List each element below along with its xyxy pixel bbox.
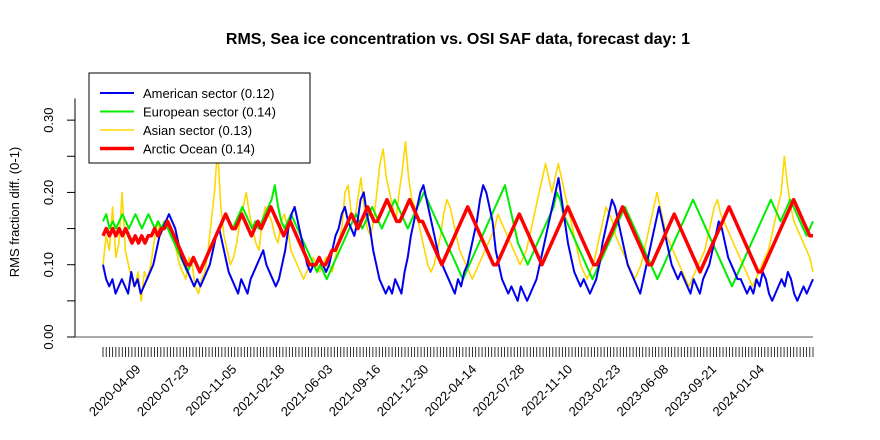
y-tick-label: 0.30 [41, 107, 56, 132]
series-layer [101, 141, 814, 302]
series-line-asian [102, 141, 814, 302]
y-tick-label: 0.10 [41, 252, 56, 277]
legend-label: European sector (0.14) [143, 105, 276, 120]
series-line-american [102, 176, 814, 302]
y-axis-label: RMS fraction diff. (0-1) [7, 147, 22, 278]
x-tick-label: 2020-07-23 [134, 362, 192, 420]
legend: American sector (0.12) European sector (0… [88, 72, 311, 164]
x-axis: 2020-04-092020-07-232020-11-052021-02-18… [86, 347, 814, 420]
legend-label: American sector (0.12) [143, 86, 275, 101]
y-tick-label: 0.20 [41, 180, 56, 205]
y-tick-label: 0.00 [41, 324, 56, 349]
legend-label: Asian sector (0.13) [143, 123, 252, 138]
chart-title: RMS, Sea ice concentration vs. OSI SAF d… [226, 31, 690, 48]
legend-label: Arctic Ocean (0.14) [143, 142, 255, 157]
x-tick-label: 2024-01-04 [710, 362, 768, 420]
y-axis: 0.00 0.10 0.20 0.30 [41, 98, 76, 350]
series-line-arctic [101, 197, 813, 274]
x-tick-label: 2022-07-28 [470, 362, 528, 420]
